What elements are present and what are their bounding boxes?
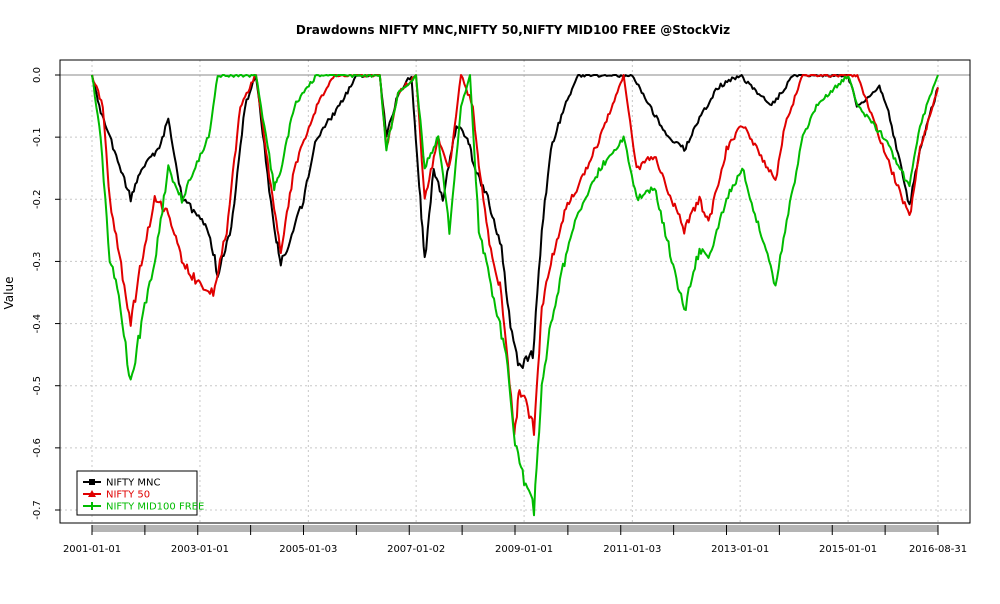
x-tick-label: 2003-01-01 [171,544,229,555]
y-tick-label: -0.6 [32,438,43,458]
series-line-nifty-mnc [91,74,939,369]
y-tick-label: 0.0 [32,67,43,83]
legend-label: NIFTY 50 [106,490,150,501]
x-tick-label: 2005-01-03 [279,544,337,555]
x-tick-label: 2016-08-31 [909,544,967,555]
y-tick-label: -0.3 [32,252,43,272]
x-tick-label: 2007-01-02 [387,544,445,555]
y-tick-label: -0.4 [32,314,43,334]
series-lines [91,74,939,517]
legend-label: NIFTY MID100 FREE [106,502,204,513]
legend-marker [88,502,96,510]
chart-title: Drawdowns NIFTY MNC,NIFTY 50,NIFTY MID10… [296,23,730,37]
y-tick-label: -0.1 [32,127,43,147]
plot-frame [59,59,971,524]
grid-lines [60,60,970,523]
x-tick-label: 2015-01-01 [819,544,877,555]
y-axis: 0.0 -0.1 -0.2 -0.3 -0.4 -0.5 -0.6 -0.7 [32,67,60,520]
legend-label: NIFTY MNC [106,478,161,489]
y-tick-label: -0.7 [32,500,43,520]
x-tick-label: 2013-01-01 [711,544,769,555]
series-line-nifty-mid100-free [91,74,939,517]
x-tick-label: 2001-01-01 [63,544,121,555]
legend-marker [89,479,95,485]
x-tick-label: 2011-01-03 [603,544,661,555]
y-tick-label: -0.5 [32,376,43,396]
x-tick-label: 2009-01-01 [495,544,553,555]
y-tick-label: -0.2 [32,190,43,210]
x-axis: 2001-01-01 2003-01-01 2005-01-03 2007-01-02… [63,525,967,555]
legend-marker [88,490,96,497]
series-line-nifty-50 [91,74,939,436]
y-axis-label: Value [2,277,16,310]
